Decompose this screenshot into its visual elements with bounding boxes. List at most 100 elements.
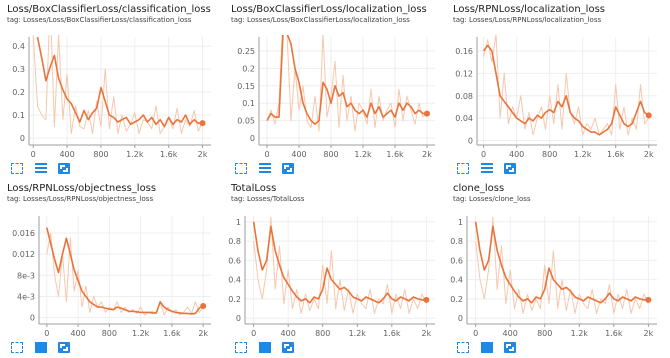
chart-title: clone_loss (453, 183, 505, 194)
y-tick-label: 0.6 (228, 256, 241, 265)
x-tick-label: 1.2k (126, 150, 144, 159)
x-tick-label: 1.2k (354, 150, 372, 159)
x-tick-label: 0 (264, 150, 269, 159)
y-tick-label: 1 (236, 218, 241, 227)
loss-chart[interactable]: 0 4e-3 8e-3 0.012 0.016 0 400 800 1.2k 1.6k 2k (7, 183, 217, 338)
x-tick-label: 800 (315, 329, 330, 338)
smoothed-series-line (474, 221, 649, 304)
loss-chart[interactable]: 0 0.05 0.1 0.15 0.2 0.25 0 400 800 1.2k 1.6k 2k (231, 4, 441, 159)
chart-title: Loss/RPNLoss/objectness_loss (7, 183, 157, 194)
x-tick-label: 800 (93, 150, 108, 159)
loss-chart[interactable]: 0 0.2 0.4 0.6 0.8 1 0 400 800 1.2k 1.6k 2k (450, 183, 663, 338)
y-tick-label: 0.12 (455, 69, 473, 78)
log-scale-icon[interactable] (259, 163, 271, 174)
y-tick-label: 0.05 (237, 117, 255, 126)
y-tick-label: 0.2 (228, 295, 241, 304)
y-tick-label: 0.08 (455, 92, 473, 101)
raw-series-line (266, 35, 428, 132)
last-point-marker (645, 296, 652, 303)
y-tick-label: 0.3 (12, 65, 25, 74)
smoothed-series-line (482, 44, 650, 136)
y-tick-label: 0 (250, 134, 255, 143)
scalar-card: Loss/BoxClassifierLoss/classification_lo… (7, 4, 217, 179)
x-tick-label: 2k (643, 329, 653, 338)
chart-tag: tag: Losses/Loss/BoxClassifierLoss/local… (231, 16, 410, 24)
x-tick-label: 1.2k (132, 329, 150, 338)
scalar-card: Loss/RPNLoss/objectness_loss tag: Losses/… (7, 183, 217, 358)
y-tick-label: 0 (30, 314, 35, 323)
loss-chart[interactable]: 0 0.2 0.4 0.6 0.8 1 0 400 800 1.2k 1.6k 2k (228, 183, 441, 338)
expand-icon[interactable] (457, 342, 469, 353)
last-point-marker (423, 296, 430, 303)
log-scale-icon[interactable] (35, 342, 47, 353)
smoothed-series-line (252, 221, 427, 304)
log-scale-icon[interactable] (481, 163, 493, 174)
log-scale-icon[interactable] (35, 163, 47, 174)
log-scale-icon[interactable] (481, 342, 493, 353)
raw-series-line (32, 35, 203, 134)
chart-tag: tag: Losses/clone_loss (453, 195, 531, 203)
x-tick-label: 0 (251, 329, 256, 338)
x-tick-label: 2k (198, 150, 208, 159)
y-tick-label: 0.012 (12, 250, 35, 259)
x-tick-label: 1.2k (574, 150, 592, 159)
x-tick-label: 2k (644, 150, 654, 159)
y-tick-label: 0.8 (228, 237, 241, 246)
x-tick-label: 400 (509, 150, 524, 159)
x-tick-label: 2k (422, 150, 432, 159)
raw-series-line (46, 232, 204, 316)
smoothed-series-line (46, 227, 204, 315)
last-point-marker (424, 110, 430, 117)
x-tick-label: 400 (59, 150, 74, 159)
smoothed-series-line (36, 36, 203, 128)
x-tick-label: 800 (102, 329, 117, 338)
y-tick-label: 1 (458, 218, 463, 227)
x-tick-label: 1.6k (607, 150, 625, 159)
last-point-marker (199, 120, 206, 127)
expand-icon[interactable] (235, 342, 247, 353)
chart-title: Loss/BoxClassifierLoss/classification_lo… (7, 4, 211, 15)
x-tick-label: 0 (481, 150, 486, 159)
fit-domain-icon[interactable] (282, 342, 294, 353)
log-scale-icon[interactable] (259, 342, 271, 353)
scalar-card: Loss/RPNLoss/localization_loss tag: Losse… (453, 4, 663, 179)
fit-domain-icon[interactable] (58, 163, 70, 174)
smoothed-series-line (266, 35, 427, 125)
y-tick-label: 0.25 (237, 47, 255, 56)
x-tick-label: 2k (421, 329, 431, 338)
scalar-card: TotalLoss tag: Losses/TotalLoss 0 0.2 0.4 0.6… (228, 183, 441, 358)
loss-chart[interactable]: 0 0.04 0.08 0.12 0.16 0 400 800 1.2k 1.6k 2k (453, 4, 663, 159)
x-tick-label: 1.2k (349, 329, 367, 338)
y-tick-label: 0.2 (450, 295, 463, 304)
chart-tag: tag: Losses/Loss/BoxClassifierLoss/class… (7, 16, 192, 24)
last-point-marker (200, 303, 207, 309)
fit-domain-icon[interactable] (282, 163, 294, 174)
x-tick-label: 800 (542, 150, 557, 159)
fit-domain-icon[interactable] (504, 342, 516, 353)
x-tick-label: 1.6k (160, 150, 178, 159)
y-tick-label: 4e-3 (17, 292, 35, 301)
fit-domain-icon[interactable] (504, 163, 516, 174)
expand-icon[interactable] (11, 163, 23, 174)
x-tick-label: 400 (281, 329, 296, 338)
y-tick-label: 8e-3 (17, 271, 35, 280)
scalar-card: Loss/BoxClassifierLoss/localization_loss… (231, 4, 441, 179)
loss-chart[interactable]: 0 0.1 0.2 0.3 0.4 0 400 800 1.2k 1.6k 2k (7, 4, 217, 159)
x-tick-label: 1.6k (605, 329, 623, 338)
expand-icon[interactable] (457, 163, 469, 174)
y-tick-label: 0.4 (450, 276, 463, 285)
expand-icon[interactable] (11, 342, 23, 353)
y-tick-label: 0 (468, 137, 473, 146)
chart-title: TotalLoss (231, 183, 277, 194)
raw-series-line (483, 35, 650, 136)
y-tick-label: 0 (20, 134, 25, 143)
y-tick-label: 0.4 (12, 42, 25, 51)
expand-icon[interactable] (235, 163, 247, 174)
y-tick-label: 0.1 (12, 111, 25, 120)
y-tick-label: 0.8 (450, 237, 463, 246)
last-point-marker (645, 112, 652, 119)
y-tick-label: 0.15 (237, 82, 255, 91)
fit-domain-icon[interactable] (58, 342, 70, 353)
y-tick-label: 0.04 (455, 114, 473, 123)
x-tick-label: 0 (44, 329, 49, 338)
